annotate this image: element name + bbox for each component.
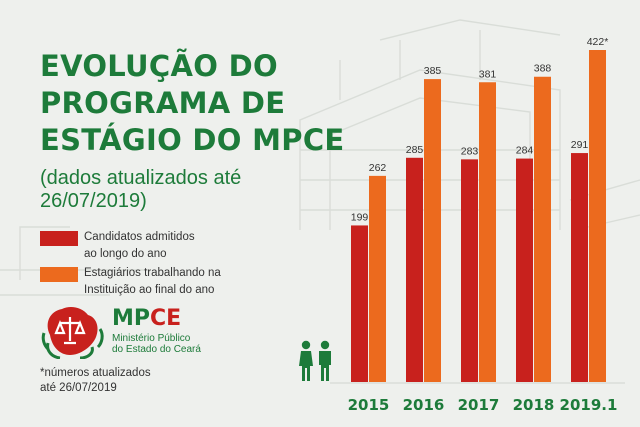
data-label-candidatos-2015: 199	[351, 211, 369, 223]
data-label-candidatos-2017: 283	[461, 145, 479, 157]
bar-estagiarios-2017	[479, 82, 496, 382]
data-label-candidatos-2016: 285	[406, 144, 424, 156]
x-tick-label-2016: 2016	[403, 396, 445, 414]
mpce-logo-icon	[41, 307, 104, 360]
x-tick-label-2017: 2017	[458, 396, 500, 414]
legend-item-estagiarios: Estagiários trabalhando na Instituição a…	[40, 265, 221, 299]
data-label-estagiarios-2015: 262	[369, 162, 387, 174]
legend-item-candidatos: Candidatos admitidos ao longo do ano	[40, 229, 195, 263]
data-label-estagiarios-2016: 385	[424, 65, 442, 77]
data-label-candidatos-2018: 284	[516, 145, 534, 157]
x-tick-label-2019.1: 2019.1	[560, 396, 618, 414]
legend-swatch-orange	[40, 267, 78, 282]
mpce-logo: MPCE Ministério Público do Estado do Cea…	[40, 303, 240, 363]
bar-chart: 199 262 2015 285 385 2016 283 381 2017 284 388 2018…	[330, 36, 625, 414]
bar-estagiarios-2018	[534, 76, 551, 382]
x-tick-label-2015: 2015	[348, 396, 390, 414]
people-icon	[299, 340, 331, 381]
logo-name-ce: CE	[150, 306, 182, 331]
footnote: *números atualizados até 26/07/2019	[40, 367, 151, 394]
title-line-3: ESTÁGIO DO MPCE	[40, 123, 345, 157]
logo-name-mp: MP	[112, 306, 151, 331]
bar-estagiarios-2016	[424, 79, 441, 382]
legend-swatch-red	[40, 231, 78, 246]
logo-subtitle: Ministério Público do Estado do Ceará	[112, 333, 201, 355]
bar-candidatos-2019.1	[571, 153, 588, 382]
bar-candidatos-2018	[516, 158, 533, 382]
data-label-estagiarios-2019.1: 422*	[587, 36, 609, 48]
chart-title: EVOLUÇÃO DO PROGRAMA DE ESTÁGIO DO MPCE	[40, 48, 345, 159]
x-tick-label-2018: 2018	[513, 396, 555, 414]
bar-estagiarios-2019.1	[589, 50, 606, 382]
data-label-candidatos-2019.1: 291	[571, 139, 589, 151]
legend-label-estagiarios: Estagiários trabalhando na Instituição a…	[84, 267, 221, 296]
chart-subtitle: (dados atualizados até 26/07/2019)	[40, 167, 242, 212]
bar-candidatos-2015	[351, 225, 368, 382]
data-label-estagiarios-2018: 388	[534, 63, 552, 75]
legend-label-candidatos: Candidatos admitidos ao longo do ano	[84, 231, 195, 260]
logo-name: MPCE	[112, 307, 201, 331]
bar-candidatos-2017	[461, 159, 478, 382]
bar-estagiarios-2015	[369, 175, 386, 382]
title-line-2: PROGRAMA DE	[40, 86, 286, 120]
title-line-1: EVOLUÇÃO DO	[40, 49, 278, 83]
bar-candidatos-2016	[406, 157, 423, 382]
data-label-estagiarios-2017: 381	[479, 68, 497, 80]
